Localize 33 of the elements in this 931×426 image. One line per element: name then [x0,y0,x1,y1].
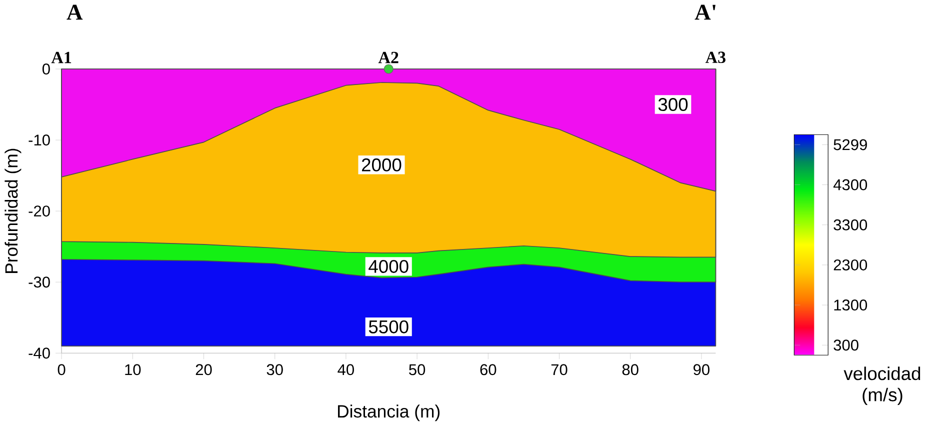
y-tick-label: -40 [28,348,50,359]
color-bar-label: 1300 [834,300,868,311]
x-tick-label: 60 [480,364,496,376]
x-tick-label: 30 [266,364,283,376]
series-label: 2000 [362,158,402,172]
color-bar-label: 2300 [834,260,868,271]
series-label: 5500 [368,320,408,334]
x-axis-title: Distancia (m) [338,404,440,422]
text: A' [694,4,716,20]
y-tick-label: 0 [42,64,50,75]
color-bar-label: 5299 [834,139,867,150]
color-bar-label: 4300 [833,179,868,190]
x-tick-label: 50 [409,364,426,376]
y-tick-label: -10 [28,134,50,146]
x-tick-label: 40 [338,364,354,376]
series-label: 4000 [368,260,408,274]
x-tick-label: 0 [58,364,66,376]
series-label: 300 [658,98,688,112]
x-tick-label: 10 [125,364,141,376]
annotation: A1 [51,52,72,64]
x-tick-label: 20 [196,364,212,376]
x-tick-label: 80 [622,364,638,376]
annotation: A3 [705,52,726,64]
y-axis-title: Profundidad (m) [4,148,22,274]
x-tick-label: 70 [551,364,568,376]
color-bar-label: 3300 [834,219,868,230]
x-tick-label: 90 [694,364,710,376]
y-tick-label: -30 [28,276,50,288]
color-bar-label: 300 [834,340,858,351]
y-tick-label: -20 [28,206,50,217]
annotation: A2 [378,52,398,64]
text: A [66,4,83,20]
color-bar-title: velocidad (m/s) [844,366,920,406]
